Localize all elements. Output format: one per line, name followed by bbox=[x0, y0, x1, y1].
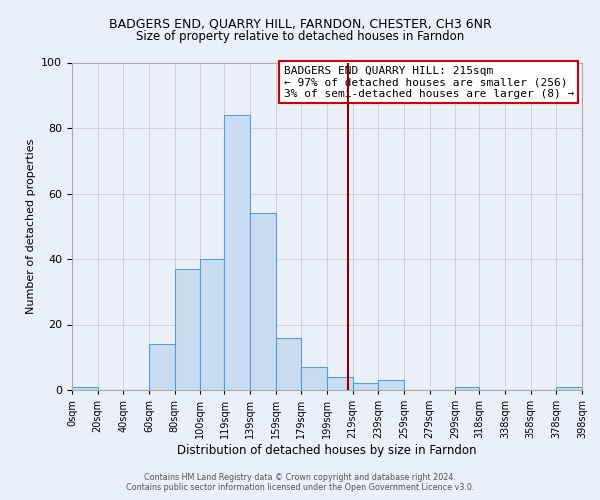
Bar bbox=[224, 115, 250, 390]
Text: BADGERS END QUARRY HILL: 215sqm
← 97% of detached houses are smaller (256)
3% of: BADGERS END QUARRY HILL: 215sqm ← 97% of… bbox=[284, 66, 574, 99]
Y-axis label: Number of detached properties: Number of detached properties bbox=[26, 138, 36, 314]
Bar bbox=[556, 386, 582, 390]
Text: Size of property relative to detached houses in Farndon: Size of property relative to detached ho… bbox=[136, 30, 464, 43]
Bar bbox=[250, 213, 276, 390]
Text: BADGERS END, QUARRY HILL, FARNDON, CHESTER, CH3 6NR: BADGERS END, QUARRY HILL, FARNDON, CHEST… bbox=[109, 18, 491, 30]
Bar bbox=[455, 386, 479, 390]
Bar bbox=[72, 386, 98, 390]
Bar bbox=[353, 384, 378, 390]
X-axis label: Distribution of detached houses by size in Farndon: Distribution of detached houses by size … bbox=[177, 444, 477, 457]
Bar bbox=[301, 367, 327, 390]
Bar bbox=[200, 259, 224, 390]
Bar bbox=[149, 344, 175, 390]
Text: Contains HM Land Registry data © Crown copyright and database right 2024.
Contai: Contains HM Land Registry data © Crown c… bbox=[126, 473, 474, 492]
Bar bbox=[175, 269, 200, 390]
Bar bbox=[276, 338, 301, 390]
Bar bbox=[378, 380, 404, 390]
Bar bbox=[327, 377, 353, 390]
